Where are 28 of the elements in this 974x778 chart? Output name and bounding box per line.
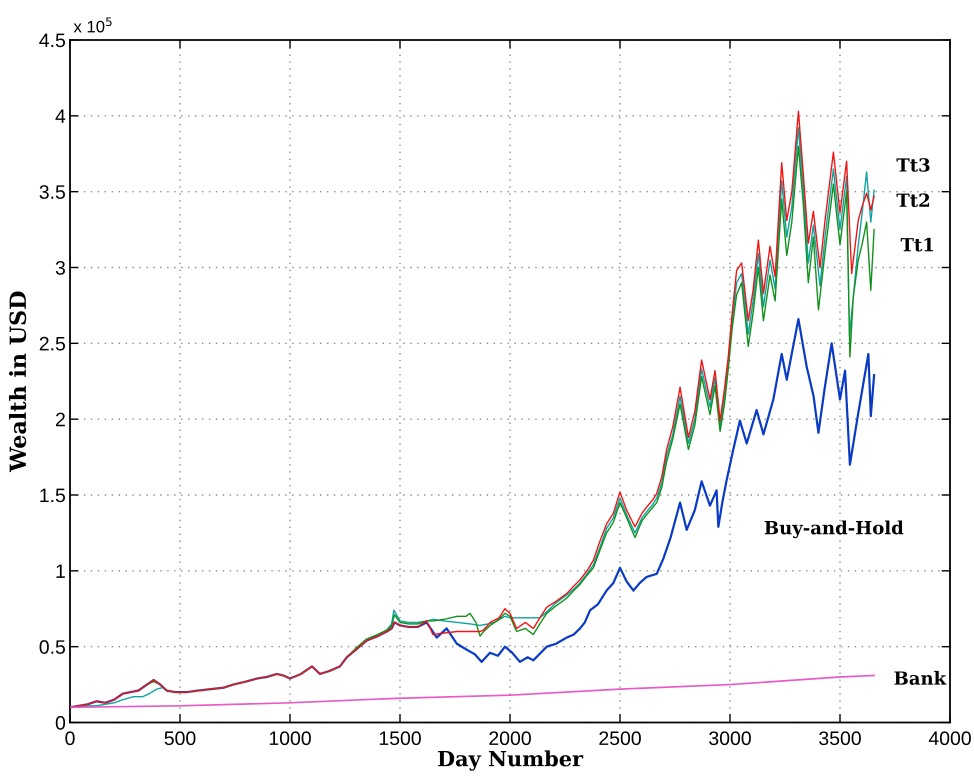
y-tick-label: 3 bbox=[56, 260, 65, 275]
y-tick-label: 4 bbox=[55, 110, 66, 123]
x-tick-label: 2500 bbox=[599, 731, 641, 746]
x-tick-label: 2000 bbox=[489, 731, 531, 746]
series-label: Tt2 bbox=[896, 193, 930, 208]
text: Buy-and-Hold bbox=[764, 520, 904, 538]
x-tick-label: 4000 bbox=[928, 731, 971, 746]
y-axis-title: Wealth in USD bbox=[8, 292, 26, 472]
x-tick-label: 500 bbox=[164, 731, 196, 746]
y-tick-label: 2 bbox=[56, 412, 65, 426]
series-label: Bank bbox=[894, 670, 946, 685]
text: x 10$^{5}$ bbox=[74, 17, 112, 32]
y-tick-label: 2.5 bbox=[40, 336, 66, 351]
x-tick-label: 3000 bbox=[709, 731, 751, 746]
y-tick-label: 4.5 bbox=[39, 34, 66, 48]
series-label: Tt3 bbox=[896, 158, 930, 172]
y-tick-label: 3.5 bbox=[40, 185, 66, 199]
x-tick-label: 1500 bbox=[380, 731, 421, 746]
y-tick-label: 0.5 bbox=[40, 640, 66, 654]
x-tick-label: 3500 bbox=[819, 731, 861, 746]
line-series bbox=[70, 674, 875, 708]
x-tick-label: 1000 bbox=[270, 731, 311, 746]
y-tick-label: 1.5 bbox=[40, 488, 66, 502]
y-tick-label: 1 bbox=[56, 564, 65, 578]
y-tick-label: 0 bbox=[56, 716, 66, 730]
series-label: Tt1 bbox=[900, 238, 934, 252]
x-axis-title: Day Number bbox=[438, 750, 584, 771]
x-tick-label: 0 bbox=[65, 731, 75, 746]
